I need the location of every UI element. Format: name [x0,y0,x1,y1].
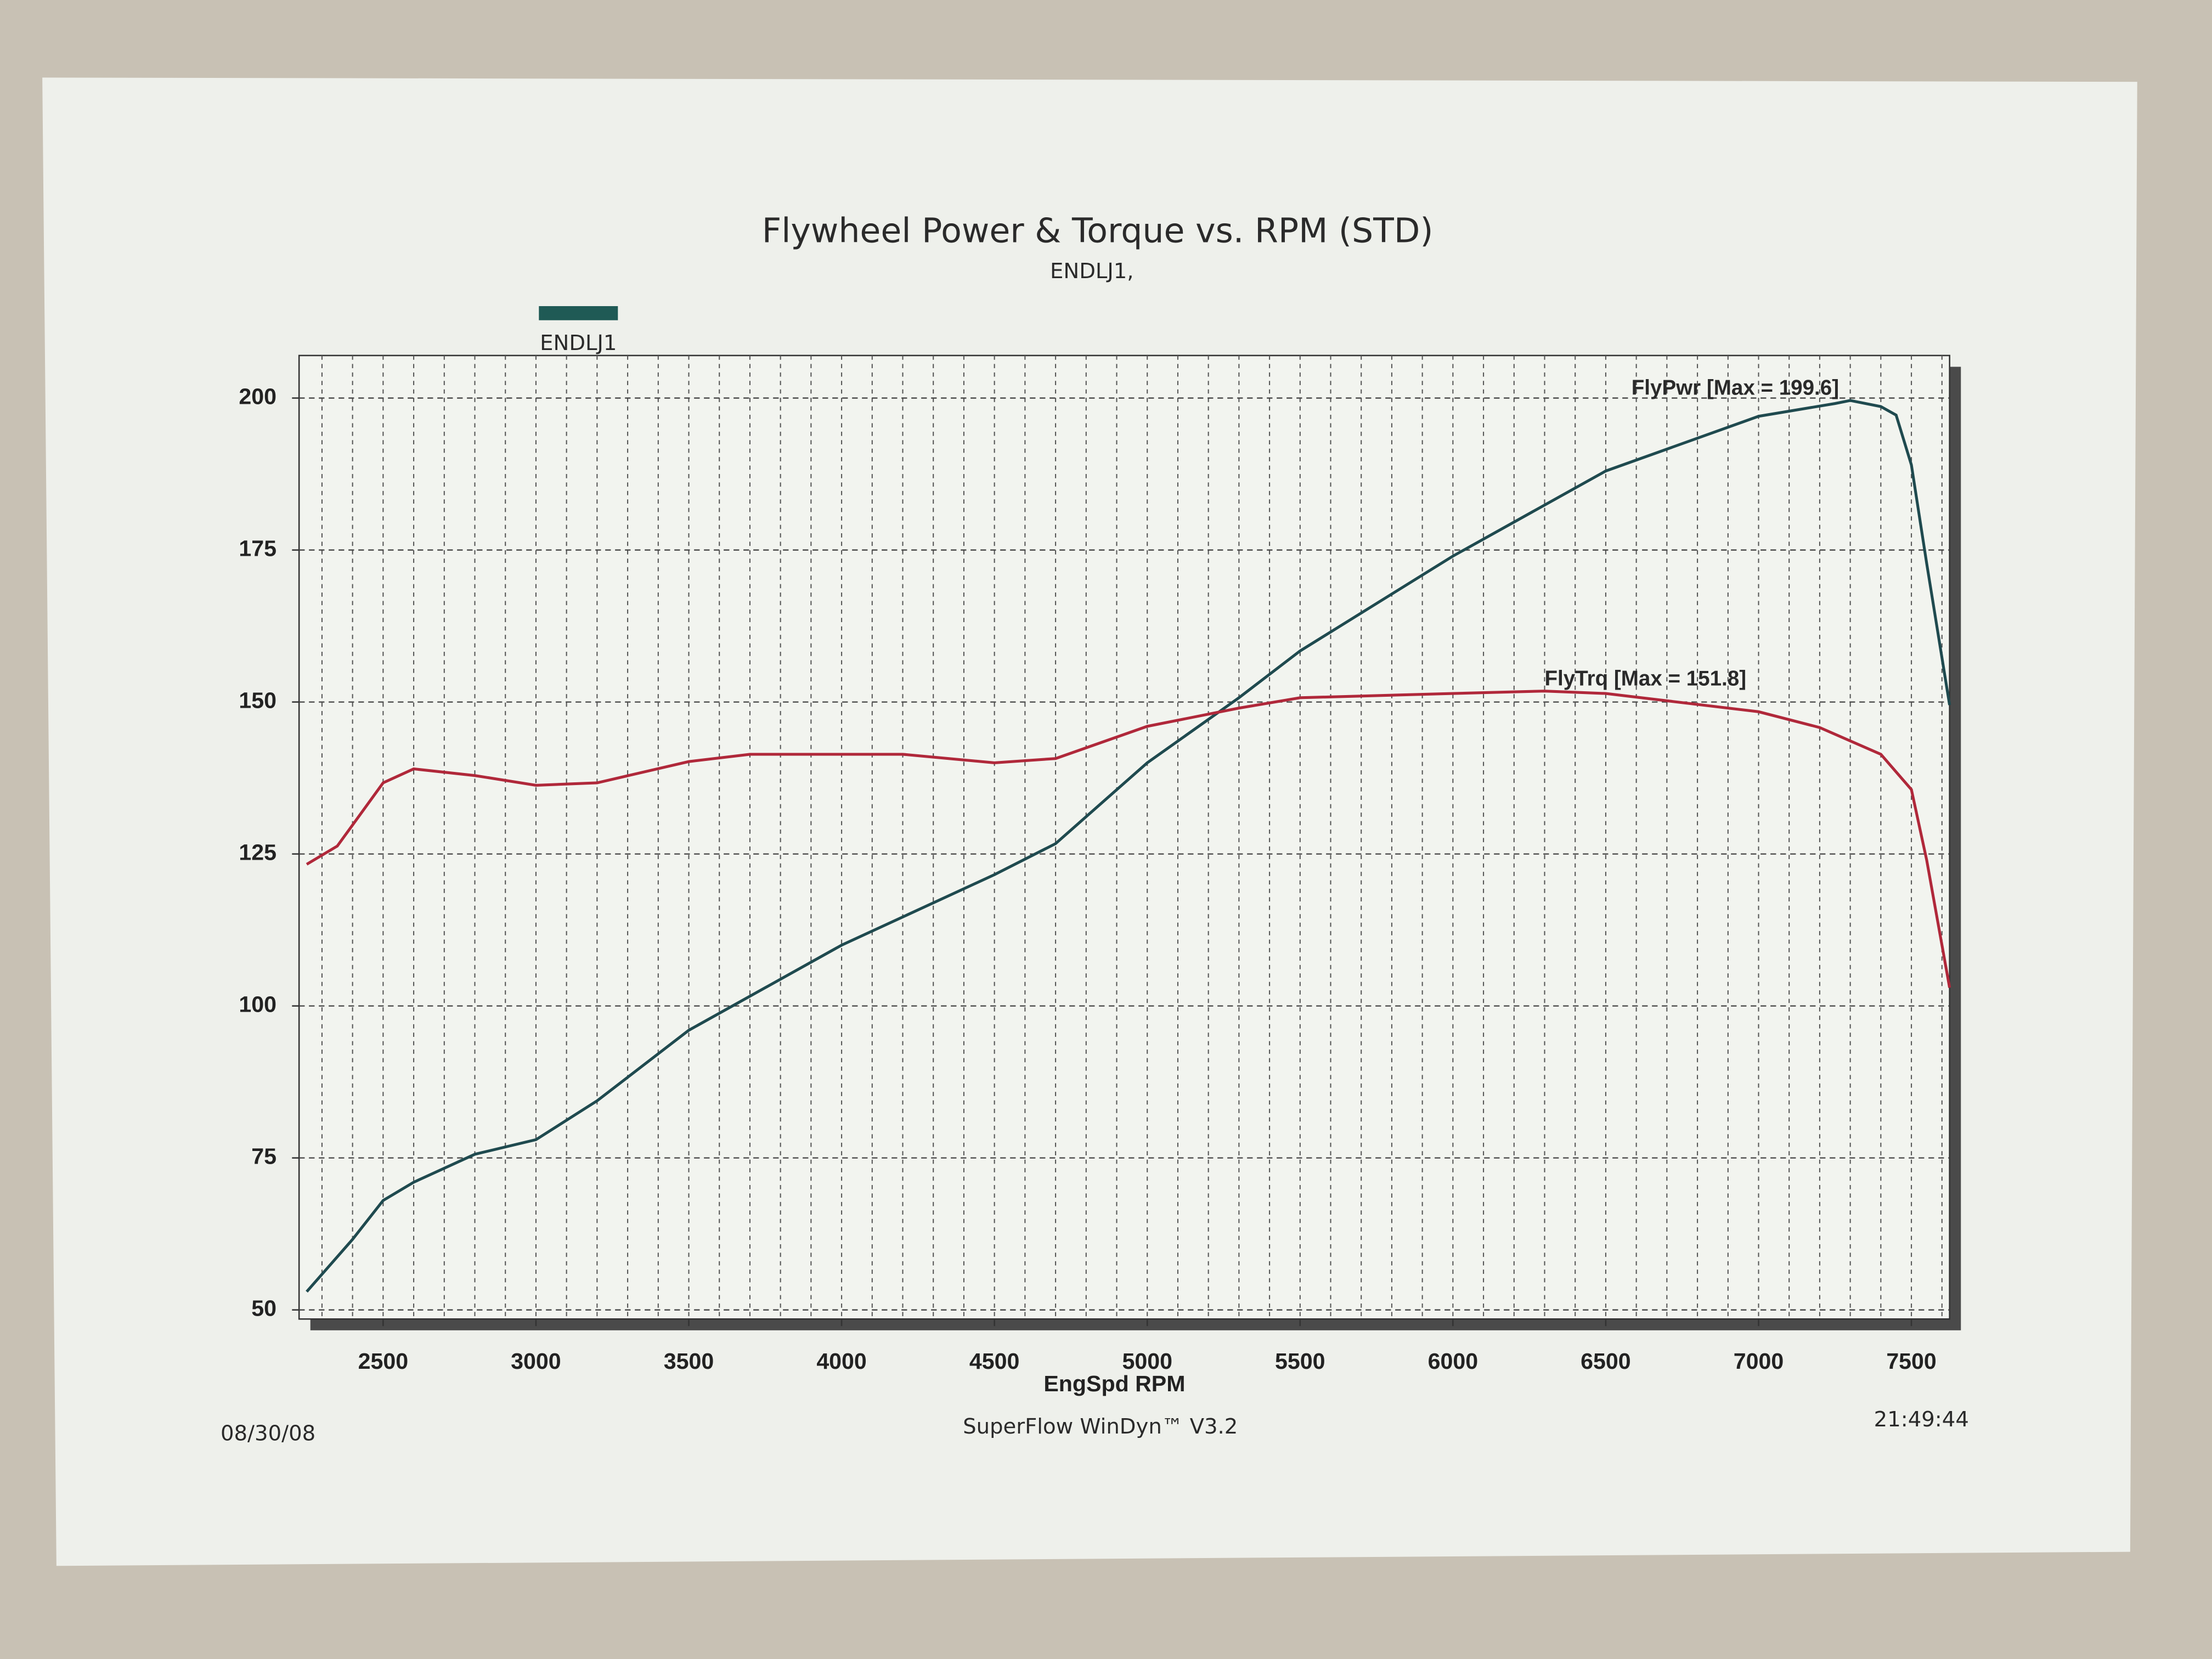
plot-area [298,354,1950,1320]
y-tick-label: 75 [251,1144,276,1169]
x-tick-label: 5000 [1122,1348,1172,1374]
series-line [306,690,1951,988]
y-tick-label: 200 [239,383,276,409]
x-tick-label: 2500 [358,1348,409,1374]
grid [299,356,1950,1319]
x-tick-label: 7000 [1734,1348,1784,1374]
x-tick-label: 5500 [1275,1348,1325,1374]
y-tick-label: 125 [239,839,276,865]
x-tick-label: 6000 [1428,1348,1479,1374]
legend-label: ENDLJ1 [540,331,617,356]
x-axis-label: EngSpd RPM [1043,1371,1185,1396]
chart-subtitle: ENDLJ1, [1050,259,1134,284]
chart-title: Flywheel Power & Torque vs. RPM (STD) [762,211,1434,250]
x-tick-label: 4000 [816,1348,866,1374]
x-tick-label: 4500 [969,1348,1019,1374]
legend-swatch [539,306,618,320]
series-annotation: FlyTrq [Max = 151.8] [1545,667,1747,690]
y-tick-label: 175 [239,535,276,561]
series-annotation: FlyPwr [Max = 199.6] [1632,376,1839,400]
footer-time: 21:49:44 [1874,1407,1969,1432]
footer-date: 08/30/08 [221,1421,315,1446]
series-line [306,399,1951,1293]
x-tick-label: 6500 [1581,1348,1631,1374]
footer-software: SuperFlow WinDyn™ V3.2 [963,1414,1238,1439]
x-tick-label: 3500 [664,1348,714,1374]
y-tick-label: 100 [239,992,276,1017]
marks: FlyPwr [Max = 199.6] FlyTrq [Max = 151.8] [306,376,1951,1293]
y-tick-label: 50 [251,1296,276,1321]
x-tick-label: 7500 [1886,1348,1937,1374]
y-tick-label: 150 [239,687,276,713]
x-tick-label: 3000 [511,1348,561,1374]
